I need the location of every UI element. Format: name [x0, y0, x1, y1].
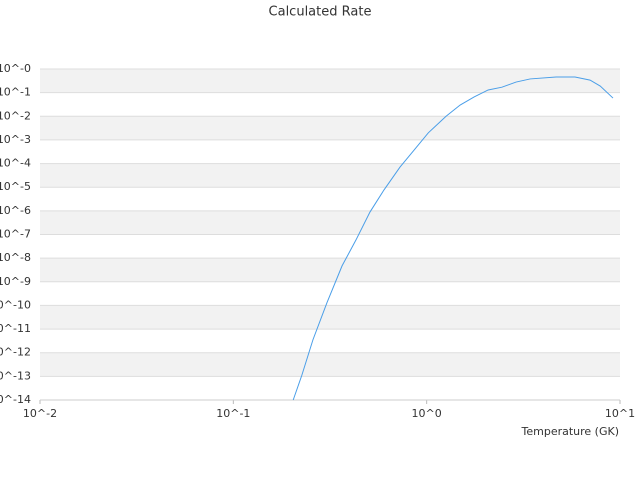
x-tick-label: 10^-2	[23, 407, 57, 420]
y-tick-label: 10^-0	[0, 62, 31, 75]
y-tick-label: 10^-2	[0, 109, 31, 122]
y-tick-label: 10^-6	[0, 204, 31, 217]
grid-band	[40, 210, 620, 235]
y-tick-label: 10^-10	[0, 298, 31, 311]
x-tick-label: 10^0	[412, 407, 442, 420]
y-tick-label: 10^-8	[0, 251, 31, 264]
chart-title: Calculated Rate	[269, 5, 372, 20]
y-tick-label: 10^-14	[0, 393, 31, 406]
y-tick-label: 10^-13	[0, 369, 31, 382]
y-tick-label: 10^-5	[0, 180, 31, 193]
y-tick-label: 10^-3	[0, 133, 31, 146]
grid-band	[40, 116, 620, 140]
x-tick-label: 10^1	[605, 407, 635, 420]
grid-band	[40, 258, 620, 282]
data-line	[292, 76, 614, 401]
x-tick-label: 10^-1	[216, 407, 250, 420]
y-tick-label: 10^-11	[0, 322, 31, 335]
grid-band	[40, 352, 620, 377]
grid-band	[40, 69, 620, 93]
y-tick-label: 10^-9	[0, 275, 31, 288]
y-tick-label: 10^-12	[0, 346, 31, 359]
y-tick-label: 10^-7	[0, 228, 31, 241]
grid-band	[40, 305, 620, 330]
y-tick-label: 10^-4	[0, 157, 31, 170]
y-tick-label: 10^-1	[0, 86, 31, 99]
grid-band	[40, 163, 620, 188]
x-axis-label: Temperature (GK)	[521, 425, 620, 438]
